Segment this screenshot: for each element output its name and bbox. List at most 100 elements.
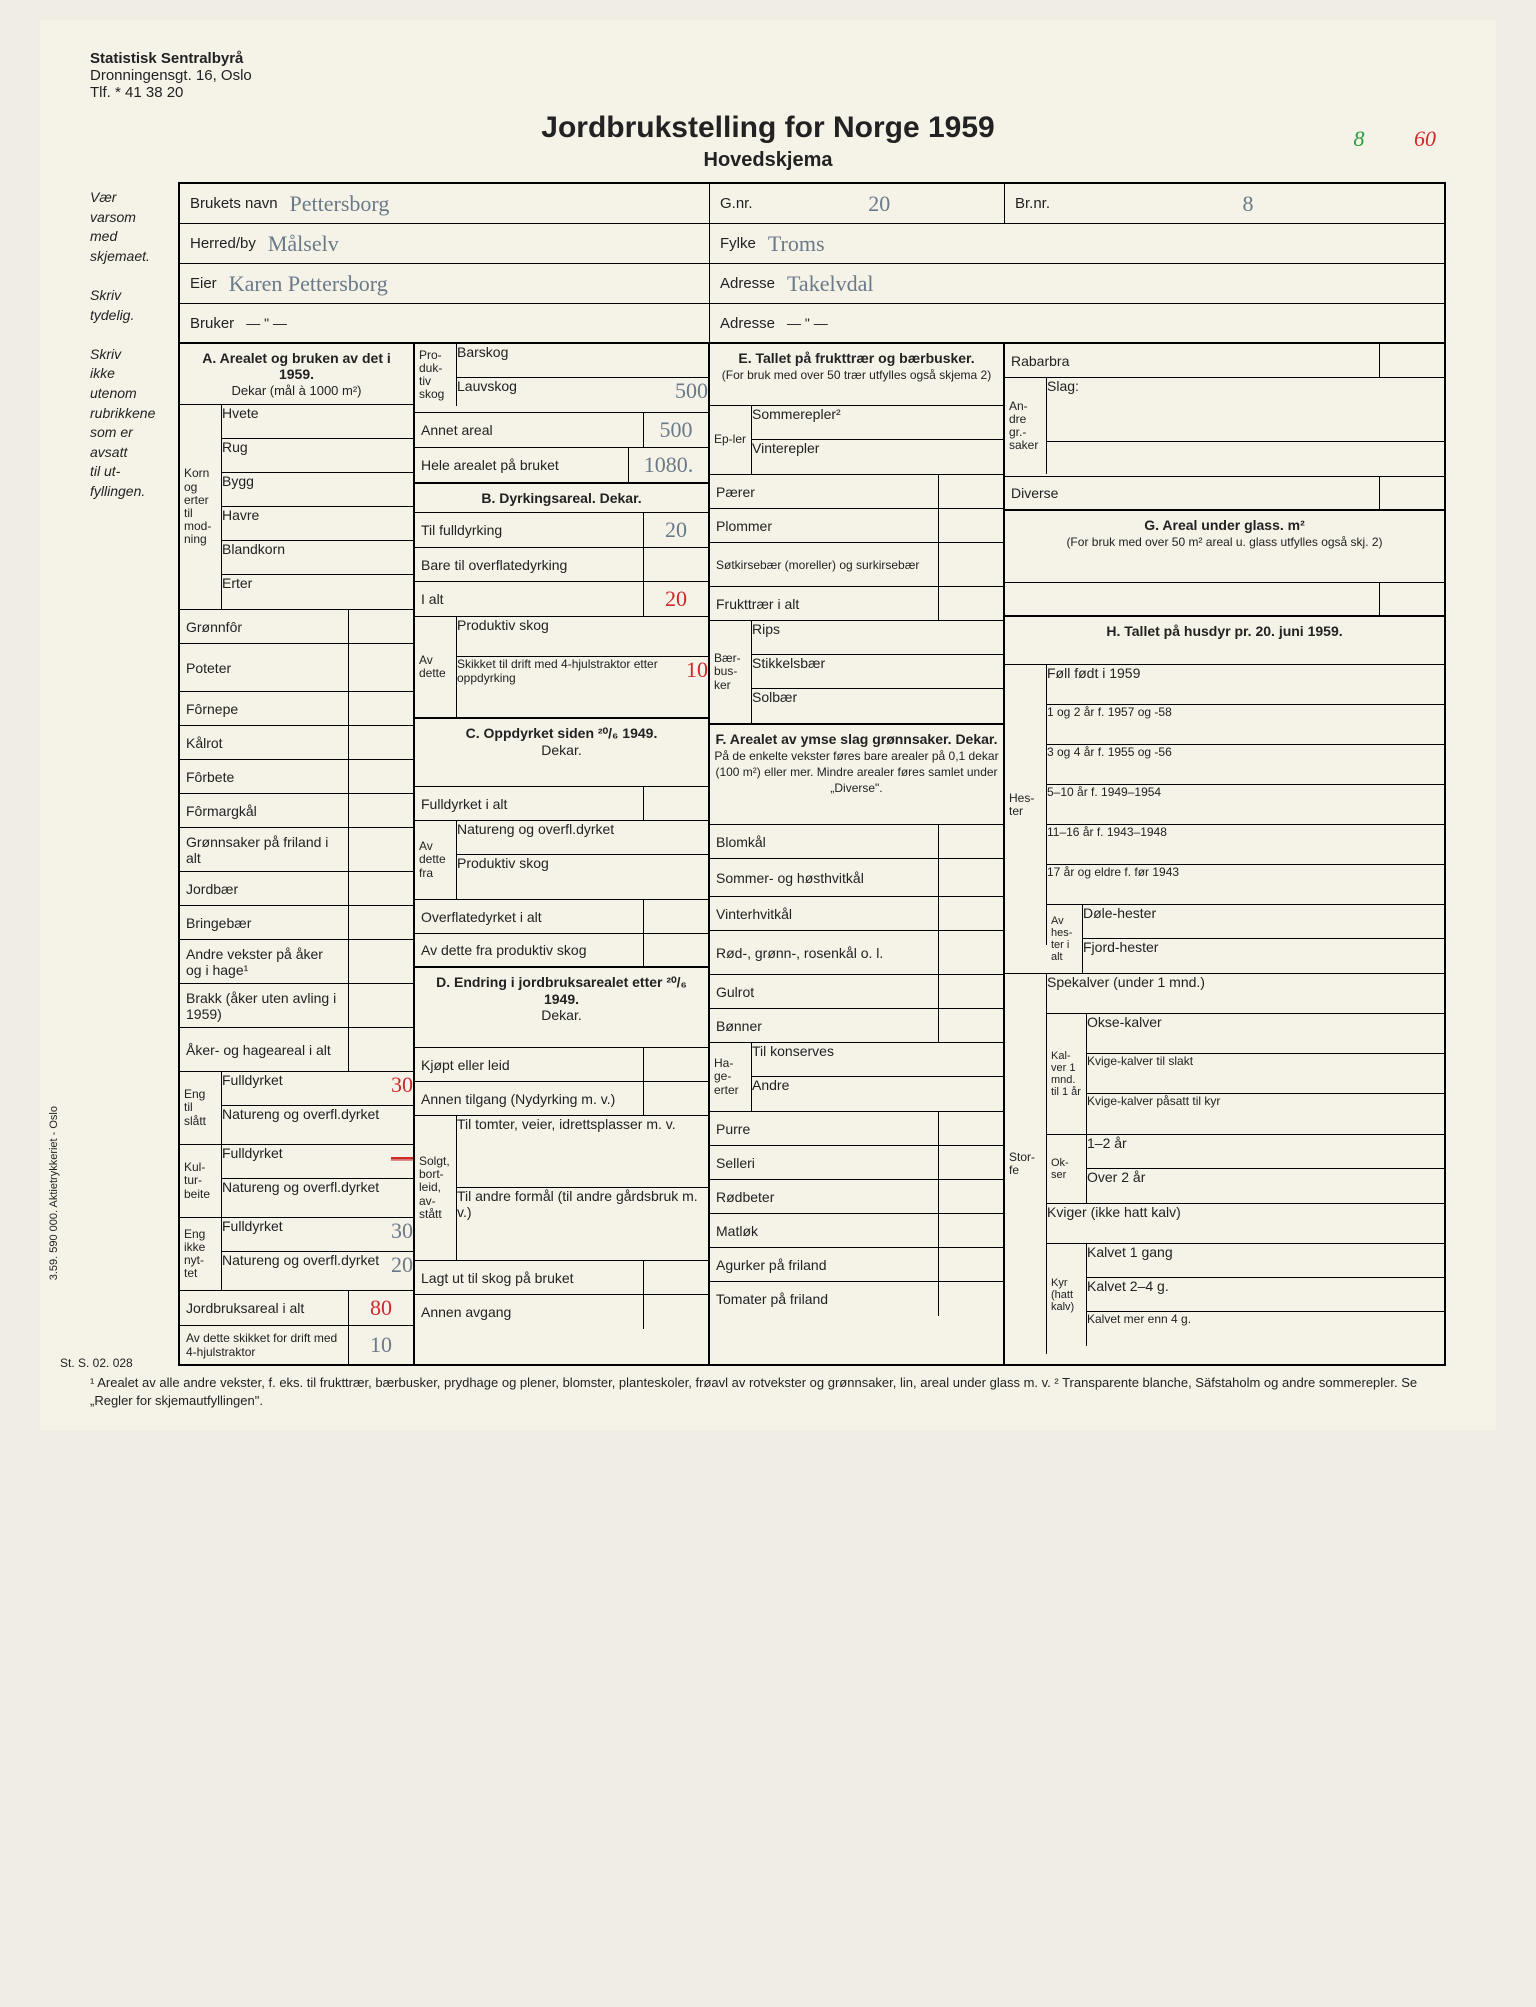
eng-ikke-label: Eng ikke nyt-tet [180,1218,222,1290]
brakk: Brakk (åker uten avling i 1959) [180,984,348,1027]
spekalver: Spekalver (under 1 mnd.) [1047,974,1444,1013]
kb-natureng: Natureng og overfl.dyrket [222,1179,413,1213]
foll: Føll født i 1959 [1047,665,1444,704]
gronnfor: Grønnfôr [180,610,348,643]
sec-g-sub: (For bruk med over 50 m² areal u. glass … [1066,535,1382,549]
page-numbers: 8 60 [1354,116,1436,155]
erter: Erter [222,575,413,609]
col-gh: Rabarbra An-dre gr.-saker Slag: Diverse … [1005,344,1444,1364]
col-a: A. Arealet og bruken av det i 1959. Deka… [180,344,415,1364]
grid-body: A. Arealet og bruken av det i 1959. Deka… [180,344,1444,1364]
bonner: Bønner [710,1009,938,1042]
selleri: Selleri [710,1146,938,1179]
h5-10: 5–10 år f. 1949–1954 [1047,785,1444,824]
av-dette-label: Av dette [415,617,457,717]
rips: Rips [752,621,1003,654]
poteter: Poteter [180,644,348,691]
formargkal: Fôrmargkål [180,794,348,827]
page-num-red: 60 [1414,126,1436,151]
gnr-label: G.nr. [720,195,753,212]
form-page: Statistisk Sentralbyrå Dronningensgt. 16… [40,20,1496,1430]
kalvet2-4: Kalvet 2–4 g. [1087,1278,1444,1311]
sec-h-title: H. Tallet på husdyr pr. 20. juni 1959. [1005,617,1444,665]
sec-e-title-text: E. Tallet på frukttrær og bærbusker. [738,350,974,366]
d-skog: Lagt ut til skog på bruket [415,1261,643,1294]
skikket-drift-val: 10 [686,657,708,717]
sec-d-title-text: D. Endring i jordbruksarealet etter ²⁰/₆… [436,974,687,1007]
eier-label: Eier [190,275,217,292]
baer-label: Bær-bus-ker [710,621,752,723]
kalvet1: Kalvet 1 gang [1087,1244,1444,1277]
kalvet-mer: Kalvet mer enn 4 g. [1087,1312,1444,1346]
til-fd-val: 20 [643,513,708,547]
form-grid: Brukets navn Pettersborg G.nr. 20 Br.nr.… [178,182,1446,1366]
sommerhvitkal: Sommer- og høsthvitkål [710,859,938,896]
herred-label: Herred/by [190,235,256,252]
c-prodskog: Produktiv skog [457,855,708,889]
kulturbeite-label: Kul-tur-beite [180,1145,222,1217]
col-bcd: Pro-duk-tiv skog Barskog Lauvskog500 Ann… [415,344,710,1364]
dole: Døle-hester [1083,905,1444,938]
gronnsaker-friland: Grønnsaker på friland i alt [180,828,348,871]
h11-16: 11–16 år f. 1943–1948 [1047,825,1444,864]
bruker-label: Bruker [190,315,234,332]
footnote: ¹ Arealet av alle andre vekster, f. eks.… [90,1374,1446,1410]
bare-overflate: Bare til overflatedyrking [415,548,643,581]
sec-e-sub: (For bruk med over 50 trær utfylles også… [722,368,991,382]
kb-strike: — [391,1145,413,1178]
okser-label: Ok-ser [1047,1135,1087,1203]
av-dette-fra: Av dette fra [415,821,457,899]
matlok: Matløk [710,1214,938,1247]
gulrot: Gulrot [710,975,938,1008]
sec-a-title: A. Arealet og bruken av det i 1959. Deka… [180,344,413,405]
havre: Havre [222,507,413,540]
jordbruk-ialt-val: 80 [348,1291,413,1325]
header-row-4: Bruker — " — Adresse — " — [180,304,1444,344]
kb-fulldyrket: Fulldyrket [222,1145,391,1178]
rug: Rug [222,439,413,472]
header-row-2: Herred/by Målselv Fylke Troms [180,224,1444,264]
eier: Karen Pettersborg [229,271,699,297]
c-natureng: Natureng og overfl.dyrket [457,821,708,854]
page-subtitle: Hovedskjema [90,149,1446,172]
o1-2: 1–2 år [1087,1135,1444,1168]
sec-g-title-text: G. Areal under glass. m² [1144,517,1305,533]
bringebaer: Bringebær [180,906,348,939]
vinterhvitkal: Vinterhvitkål [710,897,938,930]
brnr-label: Br.nr. [1015,195,1050,212]
storfe-label: Stor-fe [1005,974,1047,1354]
es-fulldyrket-val: 30 [391,1072,413,1105]
diverse: Diverse [1005,477,1379,509]
rosenkal: Rød-, grønn-, rosenkål o. l. [710,931,938,974]
he-andre: Andre [752,1077,1003,1111]
agurker: Agurker på friland [710,1248,938,1281]
rabarbra: Rabarbra [1005,344,1379,377]
skikket-drift: Skikket til drift med 4-hjulstraktor ett… [457,657,686,717]
adresse2: — " — [787,315,1434,331]
sec-e-title: E. Tallet på frukttrær og bærbusker. (Fo… [710,344,1003,406]
paerer: Pærer [710,475,938,508]
b-ialt-val: 20 [643,582,708,616]
d-andre: Til andre formål (til andre gårdsbruk m.… [457,1188,708,1260]
col-ef: E. Tallet på frukttrær og bærbusker. (Fo… [710,344,1005,1364]
lauvskog: Lauvskog [457,378,675,412]
aker-hage: Åker- og hageareal i alt [180,1028,348,1071]
frukttraer-ialt: Frukttrær i alt [710,587,938,620]
brukets-navn: Pettersborg [290,191,699,217]
d-kjopt: Kjøpt eller leid [415,1048,643,1081]
hele-arealet: Hele arealet på bruket [415,448,628,482]
andre-gr-label: An-dre gr.-saker [1005,378,1047,474]
instruction-sidebar: Værvarsommedskjemaet.Skrivtydelig.Skrivi… [90,182,170,1366]
c-fulldyrket: Fulldyrket i alt [415,787,643,820]
kyr-label: Kyr (hatt kalv) [1047,1244,1087,1346]
av-hester-label: Av hes-ter i alt [1047,905,1083,973]
andre-vekster: Andre vekster på åker og i hage¹ [180,940,348,983]
kirsebaer: Søtkirsebær (moreller) og surkirsebær [710,543,938,586]
prod-skog-label: Pro-duk-tiv skog [415,344,457,406]
til-fulldyrking: Til fulldyrking [415,513,643,547]
gnr: 20 [765,191,994,217]
st-code: St. S. 02. 028 [60,1356,133,1370]
sec-f-title: F. Arealet av ymse slag grønnsaker. Deka… [710,725,1003,825]
brnr: 8 [1062,191,1434,217]
oksekalver: Okse-kalver [1087,1014,1444,1053]
